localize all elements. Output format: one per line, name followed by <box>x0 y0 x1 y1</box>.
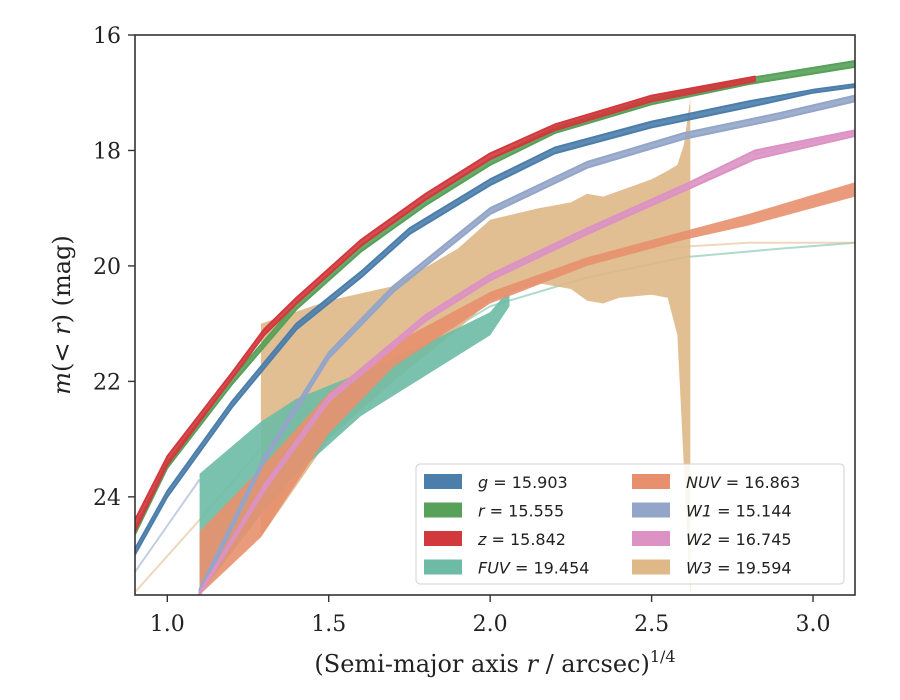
y-tick-label: 22 <box>93 370 121 395</box>
legend-swatch-g <box>424 474 462 489</box>
legend-box <box>415 463 845 585</box>
legend-label-g: g = 15.903 <box>478 473 568 492</box>
legend-label-nuv: NUV = 16.863 <box>686 473 800 492</box>
legend-label-w3: W3 = 19.594 <box>686 559 792 578</box>
x-tick-label: 1.0 <box>150 612 185 637</box>
y-tick-label: 24 <box>93 486 121 511</box>
legend: g = 15.903 r = 15.555 z = 15.842 FUV = 19.4… <box>415 463 845 585</box>
legend-swatch-w3 <box>632 559 670 575</box>
legend-label-fuv: FUV = 19.454 <box>478 559 589 578</box>
legend-swatch-z <box>424 531 462 546</box>
legend-label-w1: W1 = 15.144 <box>686 502 792 521</box>
legend-swatch-fuv <box>424 559 462 575</box>
x-tick-label: 1.5 <box>311 612 346 637</box>
legend-label-w2: W2 = 16.745 <box>686 530 792 549</box>
series-band-w1 <box>198 94 855 595</box>
y-tick-label: 18 <box>93 139 121 164</box>
y-axis-label: m(< r) (mag) <box>48 235 76 395</box>
extension-curve-w1-left <box>135 478 201 573</box>
x-axis-label: (Semi-major axis r / arcsec)1/4 <box>314 647 675 678</box>
legend-label-r: r = 15.555 <box>478 502 564 521</box>
series-band-w3 <box>260 98 691 595</box>
legend-label-z: z = 15.842 <box>477 530 566 549</box>
x-tick-label: 3.0 <box>796 612 831 637</box>
x-tick-label: 2.0 <box>473 612 508 637</box>
series-band-w2 <box>198 129 855 595</box>
legend-swatch-r <box>424 502 462 518</box>
y-tick-label: 16 <box>93 24 121 49</box>
legend-swatch-nuv <box>632 474 670 489</box>
legend-swatch-w2 <box>632 531 670 546</box>
x-tick-label: 2.5 <box>634 612 669 637</box>
y-tick-label: 20 <box>93 255 121 280</box>
legend-swatch-w1 <box>632 502 670 518</box>
plot-frame <box>134 34 856 596</box>
series-band-fuv <box>199 289 510 595</box>
series-band-z <box>135 75 756 533</box>
series-band-g <box>135 83 855 556</box>
